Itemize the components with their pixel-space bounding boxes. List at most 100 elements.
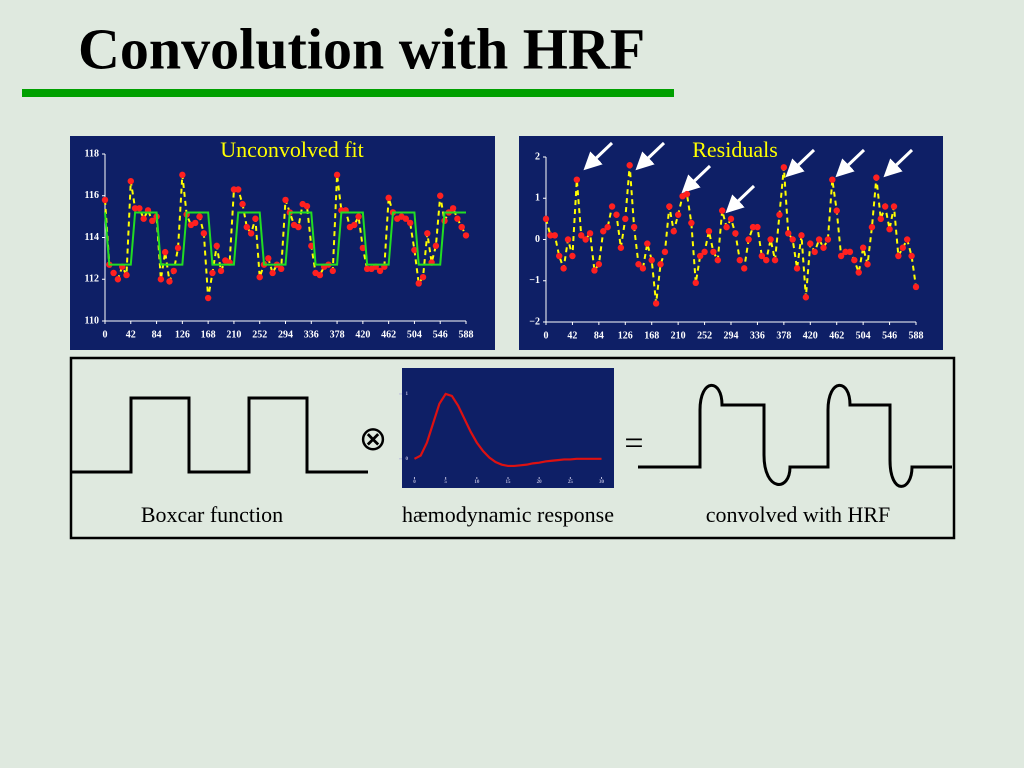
y-tick-label: 112 xyxy=(85,274,99,285)
y-tick-label: −1 xyxy=(529,275,540,286)
data-point xyxy=(798,232,805,239)
arrow xyxy=(583,141,614,171)
data-point xyxy=(415,280,422,287)
x-tick-label: 336 xyxy=(750,330,765,341)
data-point xyxy=(741,265,748,272)
data-point xyxy=(613,211,620,218)
x-tick-label: 588 xyxy=(909,330,924,341)
data-point xyxy=(269,269,276,277)
chart-title: Unconvolved fit xyxy=(220,137,364,162)
arrows xyxy=(583,141,914,214)
y-tick-label: 118 xyxy=(85,148,99,159)
data-point xyxy=(670,228,677,235)
x-tick-label: 504 xyxy=(856,330,871,341)
data-point xyxy=(110,269,117,277)
convolved-shape xyxy=(638,383,952,488)
data-point xyxy=(204,294,212,302)
series-line xyxy=(104,211,466,266)
x-tick-label: 210 xyxy=(671,330,686,341)
data-point xyxy=(749,223,757,231)
data-point xyxy=(868,223,876,231)
y-tick-label: 114 xyxy=(85,232,99,243)
data-point xyxy=(174,244,182,252)
x-tick-label: 0 xyxy=(413,480,416,485)
data-point xyxy=(912,283,920,291)
x-tick-label: 84 xyxy=(152,329,162,340)
data-point xyxy=(776,211,783,218)
x-tick-label: 168 xyxy=(644,330,659,341)
data-point xyxy=(890,203,898,210)
arrow xyxy=(635,141,666,171)
data-point xyxy=(604,223,611,231)
data-point xyxy=(780,164,788,171)
data-point xyxy=(701,248,708,256)
x-tick-label: 168 xyxy=(201,329,216,340)
data-point xyxy=(385,194,392,202)
y-tick-label: 0 xyxy=(535,234,540,245)
data-point xyxy=(551,232,559,239)
data-point xyxy=(406,219,414,227)
chart-title: Residuals xyxy=(692,137,778,162)
data-point xyxy=(767,236,774,243)
data-point xyxy=(855,269,862,276)
x-tick-label: 126 xyxy=(175,329,190,340)
data-point xyxy=(829,176,836,183)
x-tick-label: 30 xyxy=(599,480,605,485)
x-tick-label: 294 xyxy=(724,330,739,341)
data-point xyxy=(648,256,655,264)
x-tick-label: 252 xyxy=(252,329,267,340)
data-point xyxy=(586,230,594,237)
data-point xyxy=(820,244,827,251)
data-point xyxy=(411,246,418,254)
data-point xyxy=(157,276,165,283)
arrow xyxy=(725,184,756,214)
data-point xyxy=(864,261,871,268)
data-point xyxy=(622,215,629,223)
data-point xyxy=(140,215,147,222)
data-point xyxy=(608,203,616,210)
diagram-box xyxy=(69,356,956,540)
data-point xyxy=(683,190,691,198)
data-point xyxy=(674,211,682,218)
data-point xyxy=(644,240,651,247)
data-point xyxy=(573,176,581,183)
data-point xyxy=(402,215,410,222)
data-point xyxy=(754,223,761,231)
data-point xyxy=(166,278,173,285)
data-point xyxy=(316,271,324,279)
arrow xyxy=(785,148,816,178)
x-tick-label: 20 xyxy=(537,480,543,485)
data-point xyxy=(824,236,832,243)
arrow xyxy=(835,148,866,178)
data-point xyxy=(661,248,669,256)
data-point xyxy=(123,271,130,279)
data-point xyxy=(846,248,854,256)
data-point xyxy=(639,265,647,272)
x-tick-label: 420 xyxy=(803,330,818,341)
data-point xyxy=(161,248,169,256)
data-point xyxy=(101,196,109,204)
x-tick-label: 15 xyxy=(506,480,512,485)
data-point xyxy=(278,265,285,273)
data-point xyxy=(564,236,572,243)
data-point xyxy=(243,223,251,231)
data-point xyxy=(600,228,607,235)
data-point xyxy=(877,215,884,223)
data-point xyxy=(449,205,457,212)
data-point xyxy=(793,265,801,272)
series-line xyxy=(413,392,602,468)
data-point xyxy=(170,267,177,275)
data-point xyxy=(617,244,625,251)
x-tick-label: 420 xyxy=(355,329,370,340)
data-point xyxy=(419,273,427,281)
data-point xyxy=(591,267,598,274)
convolution-operator: ⊗ xyxy=(359,421,388,458)
x-tick-label: 378 xyxy=(330,329,345,340)
data-point xyxy=(351,221,358,229)
data-point xyxy=(635,261,642,268)
data-point xyxy=(217,267,225,275)
diagram-label: convolved with HRF xyxy=(706,502,891,527)
data-point xyxy=(247,230,255,237)
data-point xyxy=(458,223,465,231)
data-point xyxy=(424,230,431,237)
